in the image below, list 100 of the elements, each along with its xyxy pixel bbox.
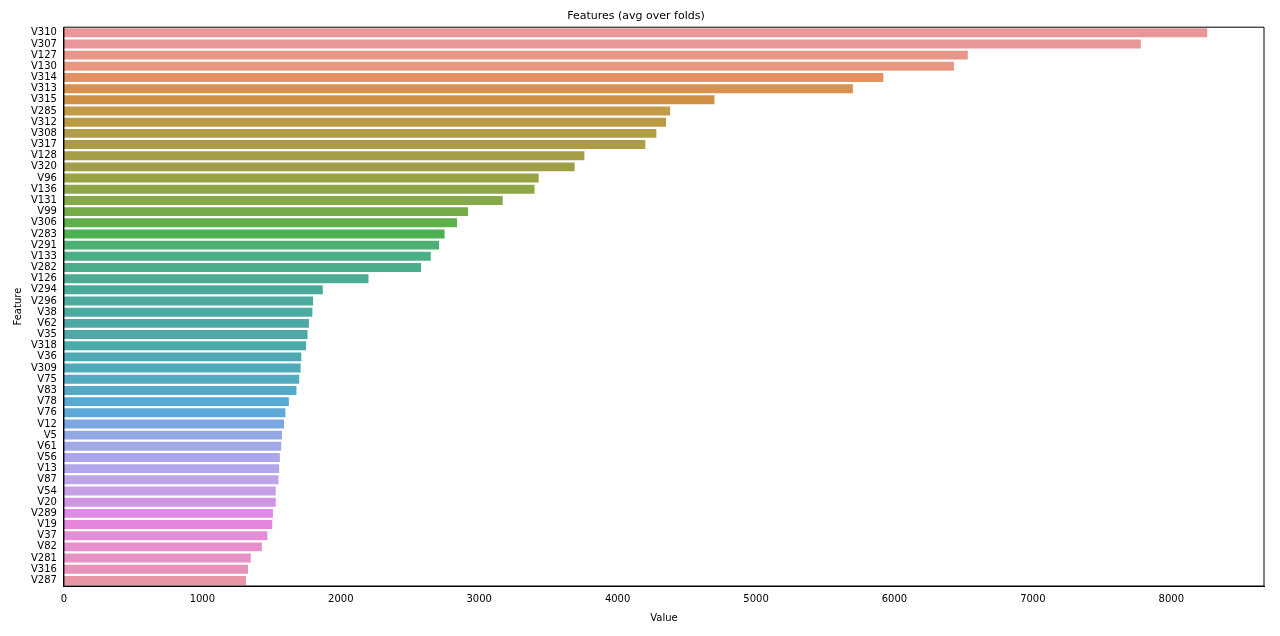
y-tick-label: V131 [30, 194, 57, 206]
bar [63, 61, 954, 71]
y-tick-label: V283 [30, 227, 57, 239]
bar [63, 285, 323, 295]
y-tick-label: V12 [37, 417, 57, 429]
bar [63, 575, 246, 585]
bar [63, 184, 535, 194]
y-tick-label: V78 [37, 395, 57, 407]
y-tick-label: V20 [37, 495, 57, 507]
bar [63, 195, 503, 205]
y-tick-label: V127 [30, 48, 57, 60]
y-tick-label: V62 [37, 316, 57, 328]
y-tick-label: V133 [30, 249, 57, 261]
bar [63, 117, 667, 127]
bar [63, 464, 280, 474]
bar [63, 531, 268, 541]
y-tick-label: V282 [30, 261, 57, 273]
bar [63, 207, 469, 217]
y-tick-label: V87 [37, 473, 57, 485]
bar [63, 274, 369, 284]
y-tick-label: V315 [30, 93, 57, 105]
bar [63, 218, 458, 228]
y-tick-label: V37 [37, 529, 57, 541]
bar [63, 151, 585, 161]
y-tick-label: V61 [37, 439, 57, 451]
y-tick-label: V75 [37, 372, 57, 384]
y-tick-label: V128 [30, 149, 57, 161]
y-tick-label: V82 [37, 540, 57, 552]
y-tick-label: V312 [30, 115, 57, 127]
x-tick-label: 4000 [604, 592, 631, 604]
y-tick-label: V306 [30, 216, 57, 228]
y-tick-label: V36 [37, 350, 57, 362]
bar [63, 28, 1208, 38]
bar [63, 251, 431, 261]
y-tick-label: V309 [30, 361, 57, 373]
y-tick-label: V99 [37, 205, 57, 217]
y-tick-label: V83 [37, 384, 57, 396]
x-tick-label: 7000 [1020, 592, 1046, 604]
y-tick-label: V294 [30, 283, 57, 295]
bar [63, 50, 968, 60]
y-tick-label: V281 [30, 551, 57, 563]
y-tick-label: V285 [30, 104, 57, 116]
y-tick-label: V126 [30, 272, 57, 284]
y-tick-label: V54 [37, 484, 57, 496]
x-tick-label: 8000 [1158, 592, 1184, 604]
y-tick-label: V5 [43, 428, 57, 440]
bar [63, 352, 302, 362]
y-tick-label: V308 [30, 126, 57, 138]
bar [63, 475, 279, 485]
bar [63, 173, 539, 183]
y-axis-title: Feature [11, 287, 23, 326]
x-tick-label: 6000 [881, 592, 908, 604]
bar [63, 497, 276, 507]
bar [63, 419, 285, 429]
bar [63, 341, 307, 351]
y-tick-label: V318 [30, 339, 57, 351]
y-tick-label: V287 [30, 574, 57, 586]
y-tick-label: V96 [37, 171, 57, 183]
y-tick-label: V320 [30, 160, 57, 172]
bar [63, 408, 286, 418]
y-tick-label: V310 [30, 26, 57, 38]
y-tick-label: V76 [37, 406, 57, 418]
bar [63, 318, 309, 328]
bar [63, 240, 440, 250]
bar [63, 229, 445, 239]
x-tick-label: 1000 [189, 592, 216, 604]
bar [63, 307, 313, 317]
bar [63, 162, 575, 172]
bar [63, 128, 657, 138]
y-tick-label: V296 [30, 294, 57, 306]
bar [63, 330, 308, 340]
y-tick-label: V317 [30, 138, 57, 150]
y-tick-label: V19 [37, 518, 57, 530]
x-axis-title: Value [650, 611, 678, 623]
bar [63, 73, 884, 82]
y-tick-label: V289 [30, 506, 57, 518]
bar [63, 520, 273, 529]
bar [63, 542, 262, 552]
x-tick-label: 0 [60, 592, 68, 604]
bar [63, 508, 273, 518]
y-tick-label: V313 [30, 82, 57, 94]
x-tick-label: 5000 [743, 592, 769, 604]
x-tick-label: 2000 [328, 592, 354, 604]
bar [63, 39, 1141, 49]
bar [63, 140, 646, 150]
bar [63, 263, 422, 272]
bar [63, 453, 280, 462]
bar [63, 363, 301, 373]
y-tick-label: V35 [37, 328, 57, 340]
y-tick-label: V13 [37, 462, 57, 474]
bar [63, 564, 249, 574]
bar [63, 430, 282, 440]
y-tick-label: V38 [37, 305, 57, 317]
bar [63, 397, 289, 407]
bar [63, 84, 853, 94]
bar [63, 441, 282, 451]
y-tick-label: V130 [30, 59, 57, 71]
y-tick-label: V316 [30, 562, 57, 574]
bar [63, 385, 297, 395]
bar [63, 553, 251, 563]
